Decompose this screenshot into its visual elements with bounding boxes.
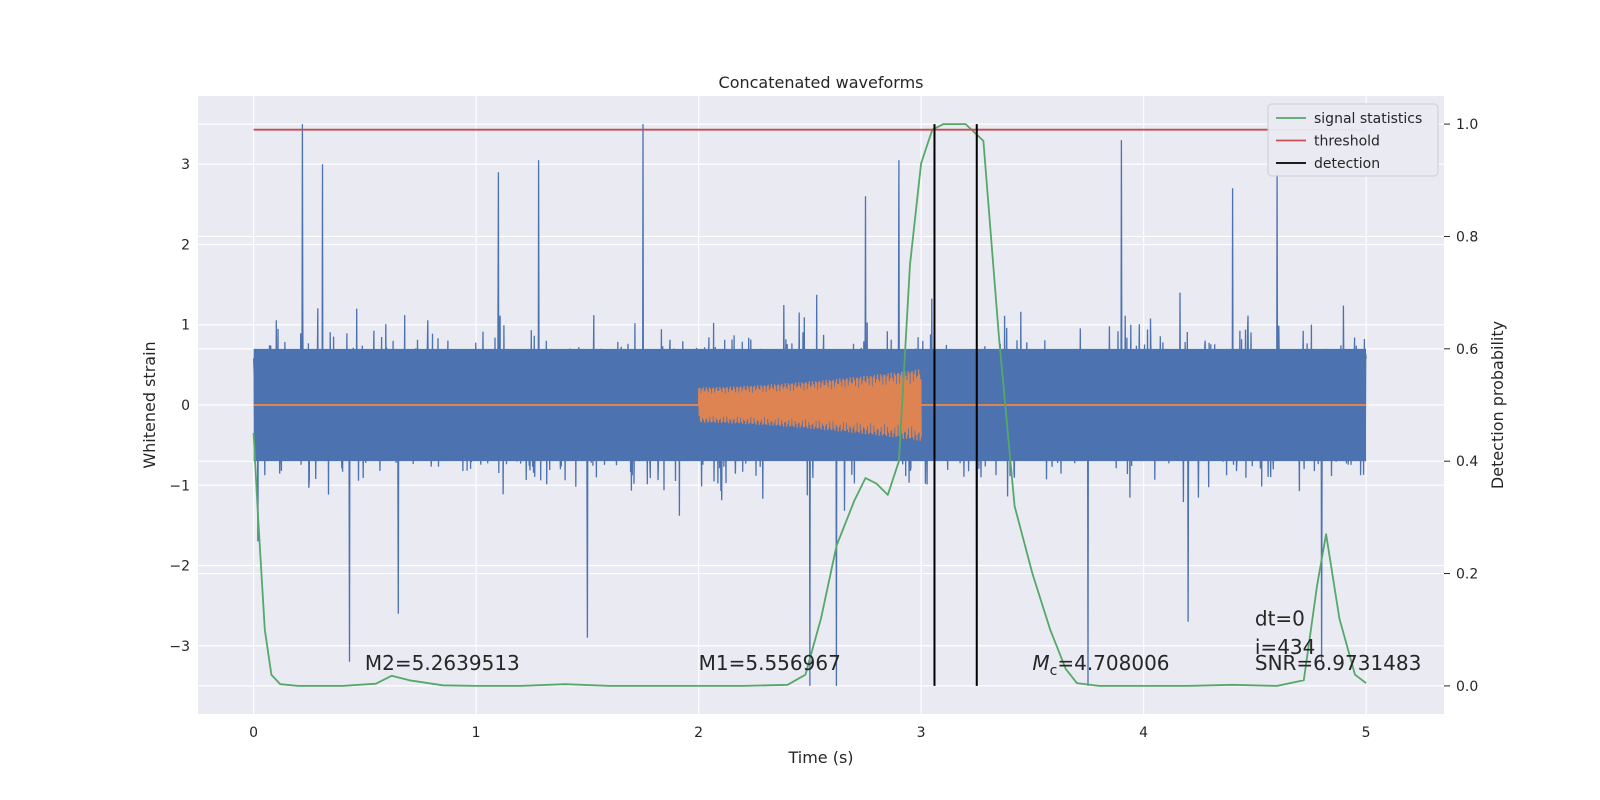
signal-statistics-line [252,123,1367,687]
x-tick-label: 5 [1362,725,1371,741]
annotation-text: Mc=4.708006 [1032,651,1169,679]
y2-tick-label: 0.4 [1456,454,1478,470]
template-series [253,369,1367,441]
chart-title: Concatenated waveforms [719,73,924,92]
y2-tick-label: 0.6 [1456,342,1478,358]
legend-label: signal statistics [1314,111,1422,127]
y-tick-label: 3 [181,157,190,173]
x-tick-label: 0 [249,725,258,741]
plot-area [252,123,1367,687]
annotation-text: M2=5.2639513 [365,651,520,675]
legend-label: threshold [1314,134,1380,150]
annotations: M2=5.2639513 M1=5.556967 Mc=4.708006 SNR=6.… [365,607,1421,679]
y-axis-label: Whitened strain [140,341,159,468]
x-axis-label: Time (s) [787,748,853,767]
y-tick-label: 1 [181,318,190,334]
y2-tick-label: 0.0 [1456,679,1478,695]
annotation-text: M1=5.556967 [699,651,841,675]
y-axis-left: −3 −2 −1 0 1 2 3 [169,157,190,655]
template-chirp [697,369,922,441]
y-tick-label: 0 [181,398,190,414]
legend: signal statistics threshold detection [1267,103,1439,177]
annotation-text: i=434 [1255,635,1316,659]
annotation-text: SNR=6.9731483 [1255,651,1421,675]
y-tick-label: −1 [169,478,190,494]
x-axis: 0 1 2 3 4 5 [249,725,1370,741]
x-tick-label: 4 [1139,725,1148,741]
y-axis-right: 0.0 0.2 0.4 0.6 0.8 1.0 [1444,117,1478,695]
x-tick-label: 3 [917,725,926,741]
signal-statistics-series [252,123,1367,687]
y2-tick-label: 1.0 [1456,117,1478,133]
y-tick-label: 2 [181,237,190,253]
x-tick-label: 1 [472,725,481,741]
legend-box [1267,103,1439,177]
x-tick-label: 2 [694,725,703,741]
legend-label: detection [1314,156,1380,172]
annotation-text: dt=0 [1255,607,1305,631]
y2-tick-label: 0.8 [1456,229,1478,245]
y-tick-label: −2 [169,559,190,575]
detection-series [933,124,978,686]
y2-tick-label: 0.2 [1456,567,1478,583]
y2-axis-label: Detection probability [1488,321,1507,489]
y-tick-label: −3 [169,639,190,655]
